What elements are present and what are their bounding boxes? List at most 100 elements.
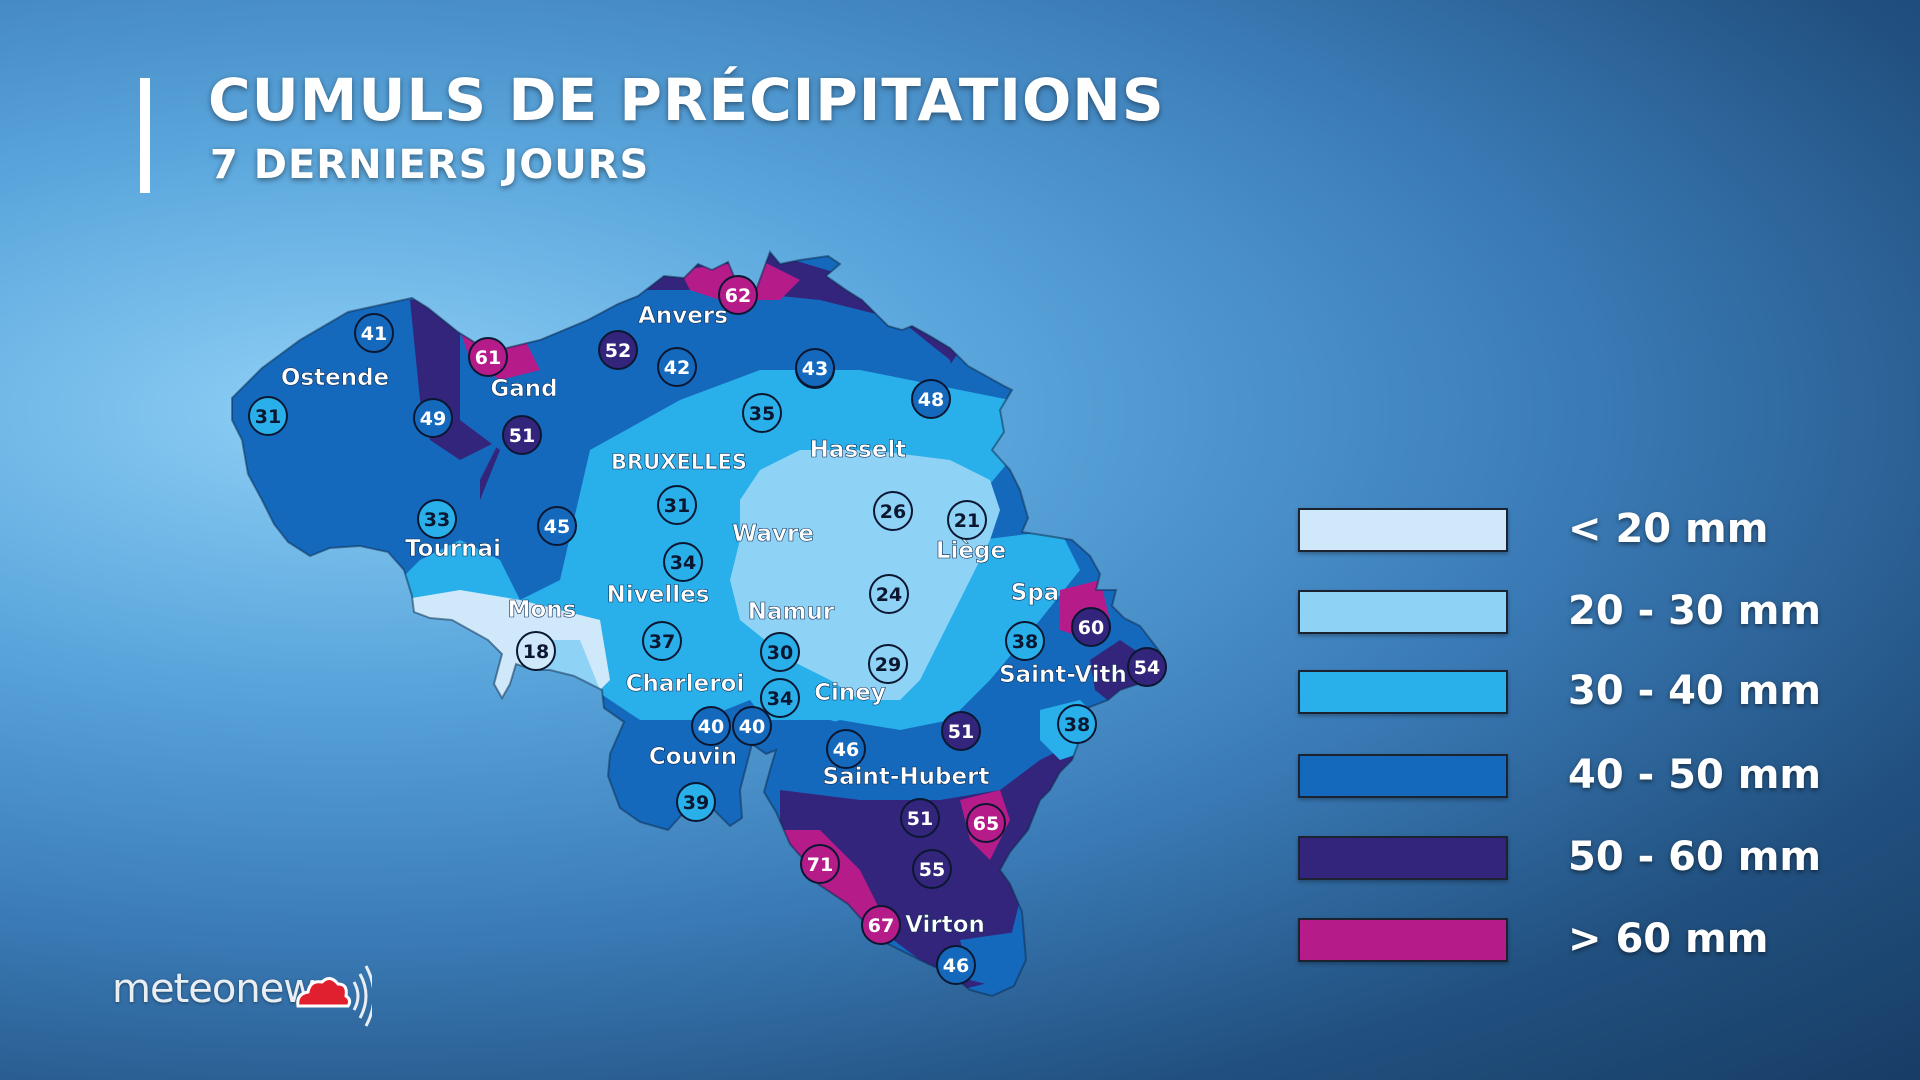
measurement-circle: [966, 803, 1006, 843]
measurement-circle: [873, 491, 913, 531]
measurement-circle: [691, 706, 731, 746]
city-label: Virton: [905, 912, 985, 938]
measurement-circle: [502, 415, 542, 455]
legend-swatch: [1298, 754, 1508, 798]
city-label: Ostende: [281, 365, 389, 391]
measurement-circle: [413, 398, 453, 438]
city-label: Gand: [490, 376, 557, 402]
city-label: Liège: [936, 538, 1006, 564]
city-label: Charleroi: [626, 671, 745, 697]
measurement-value: 39: [683, 792, 709, 814]
measurement-value: 38: [1064, 714, 1090, 736]
measurement-value: 31: [664, 495, 690, 517]
measurement-circle: [1005, 621, 1045, 661]
city-label: Wavre: [732, 521, 814, 547]
measurement-value: 67: [868, 915, 894, 937]
legend-item-4: 40 - 50 mm: [1298, 752, 1858, 798]
city-label: Hasselt: [810, 437, 907, 463]
measurement-value: 40: [739, 716, 765, 738]
measurement-circle: [869, 574, 909, 614]
legend-label: 20 - 30 mm: [1568, 588, 1822, 634]
page-subtitle: 7 DERNIERS JOURS: [210, 142, 650, 188]
legend-swatch: [1298, 918, 1508, 962]
legend-item-1: < 20 mm: [1298, 506, 1858, 552]
city-label: Spa: [1011, 580, 1060, 606]
legend-label: 30 - 40 mm: [1568, 668, 1822, 714]
measurement-circle: [598, 330, 638, 370]
measurement-circle: [912, 849, 952, 889]
legend-item-3: 30 - 40 mm: [1298, 668, 1858, 714]
legend-label: < 20 mm: [1568, 506, 1769, 552]
city-label: Ciney: [814, 680, 886, 706]
measurement-value: 31: [255, 406, 281, 428]
measurement-circle: [417, 499, 457, 539]
measurement-circle: [676, 782, 716, 822]
measurement-circle: [1057, 704, 1097, 744]
zone-40-50-south: [760, 700, 1060, 800]
measurement-value: 40: [698, 716, 724, 738]
measurement-circle: [1127, 647, 1167, 687]
measurement-circle: [760, 632, 800, 672]
city-label: Tournai: [405, 536, 501, 562]
measurement-value: 29: [875, 654, 901, 676]
map-labels: Anvers Ostende Gand BRUXELLES Hasselt Tournai…: [248, 275, 1167, 985]
measurement-circle: [657, 347, 697, 387]
measurement-value: 51: [509, 425, 535, 447]
measurement-value: 26: [880, 501, 906, 523]
page-title: CUMULS DE PRÉCIPITATIONS: [208, 66, 1165, 134]
measurement-circle: [826, 729, 866, 769]
measurement-circle: [742, 393, 782, 433]
measurement-value: 48: [918, 389, 944, 411]
city-label: Mons: [508, 597, 577, 623]
legend-label: > 60 mm: [1568, 916, 1769, 962]
zone-20-30-central: [730, 450, 1000, 700]
city-label: BRUXELLES: [611, 450, 747, 474]
measurement-value: 37: [649, 631, 675, 653]
legend-swatch: [1298, 508, 1508, 552]
measurement-circle: [516, 631, 556, 671]
measurement-value: 30: [767, 642, 793, 664]
measurement-value: 46: [943, 955, 969, 977]
measurement-value: 38: [1012, 631, 1038, 653]
measurement-value: 18: [523, 641, 549, 663]
measurement-circle: [468, 337, 508, 377]
measurement-circle: [900, 798, 940, 838]
measurement-value: 71: [807, 854, 833, 876]
measurement-circle: [760, 678, 800, 718]
measurement-circle: [732, 706, 772, 746]
city-label: Namur: [748, 599, 835, 625]
measurement-value: 21: [954, 510, 980, 532]
measurement-circle: [936, 945, 976, 985]
measurement-value: 65: [973, 813, 999, 835]
measurement-value: 46: [833, 739, 859, 761]
measurement-circle: [537, 506, 577, 546]
city-label: Couvin: [649, 744, 737, 770]
measurement-circle: [642, 621, 682, 661]
measurement-circle: [795, 348, 835, 388]
measurement-value: 54: [1134, 657, 1160, 679]
measurement-value: 51: [907, 808, 933, 830]
legend-label: 40 - 50 mm: [1568, 752, 1822, 798]
legend-swatch: [1298, 590, 1508, 634]
title-accent-bar: [140, 78, 150, 193]
measurement-circle: [248, 396, 288, 436]
measurement-circle: [354, 313, 394, 353]
measurement-value: 45: [544, 516, 570, 538]
measurement-value: 52: [605, 340, 631, 362]
measurement-circle: [861, 905, 901, 945]
measurement-circle: [800, 844, 840, 884]
measurement-value: 34: [767, 688, 793, 710]
legend-swatch: [1298, 836, 1508, 880]
measurement-value: 41: [361, 323, 387, 345]
measurement-value: 35: [749, 403, 775, 425]
measurement-circle: [911, 379, 951, 419]
measurement-circle: [868, 644, 908, 684]
measurement-value: 34: [670, 552, 696, 574]
measurement-value: 62: [725, 285, 751, 307]
belgium-border: [231, 250, 1162, 998]
measurement-value: 51: [948, 721, 974, 743]
measurement-circle: [663, 542, 703, 582]
legend-item-6: > 60 mm: [1298, 916, 1858, 962]
legend-label: 50 - 60 mm: [1568, 834, 1822, 880]
